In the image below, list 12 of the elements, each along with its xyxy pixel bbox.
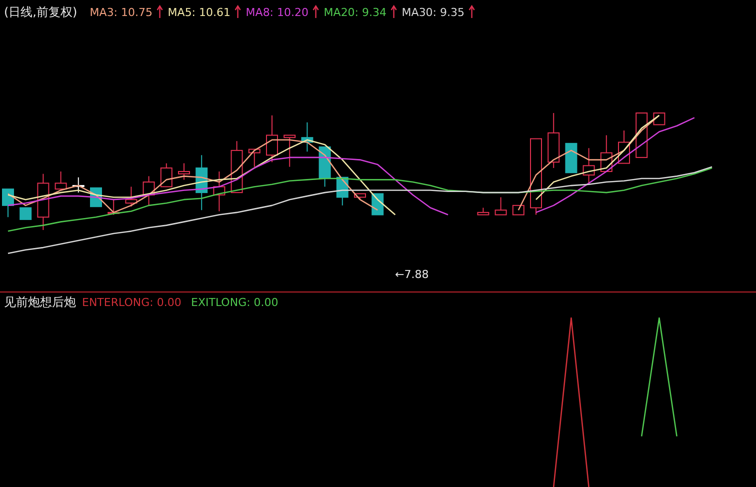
candlestick xyxy=(548,112,560,168)
text: MA20: 9.34 xyxy=(324,6,387,19)
text: MA8: 10.20 xyxy=(246,6,309,19)
text: EXITLONG: 0.00 xyxy=(191,296,278,309)
text: MA30: 9.35 xyxy=(402,6,465,19)
text: ←7.88 xyxy=(395,268,429,281)
text: MA3: 10.75 xyxy=(90,6,153,19)
text: ENTERLONG: 0.00 xyxy=(82,296,182,309)
candlestick xyxy=(37,173,50,230)
text: MA5: 10.61 xyxy=(168,6,231,19)
chart-title: 见前炮想后炮 xyxy=(4,295,76,309)
chart-title: (日线,前复权) xyxy=(4,5,78,19)
